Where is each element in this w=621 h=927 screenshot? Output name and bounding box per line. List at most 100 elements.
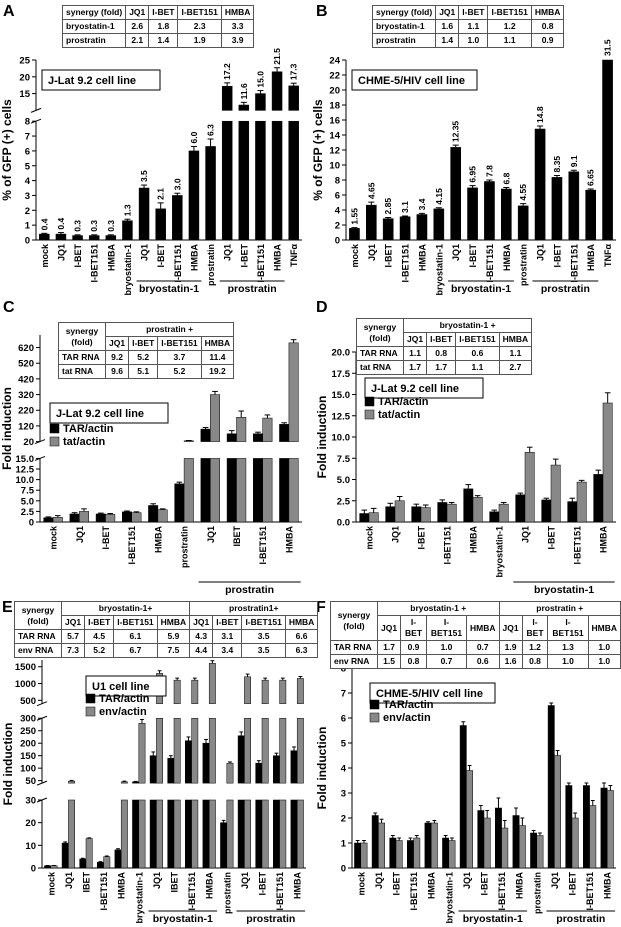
bar-segment <box>407 840 414 869</box>
axis-break <box>36 715 48 721</box>
bar-segment <box>378 822 385 869</box>
y-tick-label: 2.5 <box>337 496 351 507</box>
table-cell: 1.0 <box>458 33 489 48</box>
bar <box>463 488 474 523</box>
bar-segment <box>95 513 106 523</box>
table-header-row: synergy (fold) bryostatin-1 + <box>356 318 533 347</box>
bar-segment <box>279 679 287 704</box>
bar <box>550 464 561 523</box>
legend-label: TAR/actin <box>63 423 114 435</box>
bar <box>547 705 555 869</box>
table-column-header: HMBA <box>498 332 533 347</box>
bar <box>69 513 80 523</box>
x-tick-label: I-BET151 <box>401 244 411 283</box>
bar <box>430 822 438 869</box>
y-tick-label: 8 <box>25 117 30 128</box>
bar-segment <box>132 799 140 869</box>
bar-segment <box>536 835 544 869</box>
bar <box>416 214 428 241</box>
synergy-table: synergy (fold) bryostatin-1 + prostratin +… <box>330 601 621 669</box>
bar-segment <box>583 785 590 869</box>
table-cell: 6.3 <box>284 643 319 658</box>
x-tick-label: HMBA <box>586 244 596 271</box>
axis-break <box>34 439 46 445</box>
table-cell: 5.1 <box>128 364 159 379</box>
y-tick-label: 10.0 <box>16 475 35 486</box>
x-tick-label: prostratin <box>222 872 232 914</box>
table-column-header: JQ1 <box>125 5 150 20</box>
table-row-label: tat RNA <box>58 364 106 379</box>
bar-segment <box>173 717 181 784</box>
bar <box>484 181 495 241</box>
legend-label: tat/actin <box>63 436 105 448</box>
y-axis-label: Fold induction <box>315 396 329 479</box>
bar <box>95 513 106 523</box>
value-label: 0.3 <box>89 220 99 232</box>
bar-segment <box>467 187 478 241</box>
table-column-header: I-BET <box>458 5 489 20</box>
x-tick-label: JQ1 <box>536 244 546 261</box>
y-tick-label: 6 <box>341 714 346 725</box>
table-column-header: JQ1 <box>402 332 428 347</box>
axis-break <box>36 797 48 803</box>
table-cell: 1.4 <box>435 33 460 48</box>
bar-segment <box>61 842 69 869</box>
x-tick-label: HMBA <box>427 872 437 899</box>
bar-segment <box>236 458 247 523</box>
x-tick-label: HMBA <box>502 244 512 271</box>
y-tick-label: 300 <box>20 714 36 725</box>
x-tick-label: HMBA <box>417 244 427 271</box>
bar <box>450 147 461 241</box>
value-label: 6.95 <box>468 166 478 183</box>
table-cell: 7.5 <box>156 643 191 658</box>
bar-segment <box>173 799 181 869</box>
y-tick-label: 7 <box>341 689 346 700</box>
bar-segment <box>237 735 245 784</box>
bar-segment <box>271 120 283 241</box>
group-label: prostratin <box>246 913 295 925</box>
bar-segment <box>173 679 181 704</box>
chart-title: J-Lat 9.2 cell line <box>48 75 136 87</box>
group-label: prostratin <box>556 913 605 925</box>
group-label: bryostatin-1 <box>451 283 511 295</box>
bar-segment <box>394 500 405 523</box>
bar-segment <box>389 837 397 869</box>
table-row-label: TAR RNA <box>330 640 378 655</box>
bar <box>366 204 377 241</box>
table-cell: 0.7 <box>466 640 500 655</box>
table-column-header: JQ1 <box>189 615 214 630</box>
bar <box>459 725 467 869</box>
x-tick-label: TNFα <box>603 244 613 267</box>
y-axis-label: % of GFP (+) cells <box>311 99 325 201</box>
bar-segment <box>518 825 526 869</box>
y-tick-label: 0 <box>335 236 340 247</box>
bar-segment <box>208 799 216 869</box>
bar-segment <box>237 799 245 869</box>
y-tick-label: 1500 <box>15 662 36 673</box>
bar-segment <box>79 858 87 869</box>
y-tick-label: 7.5 <box>21 486 35 497</box>
bar-segment <box>442 837 450 869</box>
table-row-label: TAR RNA <box>58 350 106 365</box>
bar-segment <box>296 717 304 784</box>
bar <box>394 500 405 523</box>
x-tick-label: JQ1 <box>75 526 85 543</box>
bar <box>524 452 535 523</box>
value-label: 0.3 <box>106 220 116 232</box>
bar-segment <box>606 790 614 869</box>
y-tick-label: 15.0 <box>332 390 351 401</box>
bar-segment <box>120 799 128 869</box>
bar-segment <box>262 458 273 523</box>
legend-swatch <box>49 436 60 447</box>
bar <box>157 509 168 523</box>
bar <box>413 837 421 869</box>
bar <box>433 208 445 241</box>
bar <box>236 417 247 523</box>
table-group-header: prostratin + <box>104 322 235 337</box>
bar <box>466 770 473 869</box>
table-row-label: TAR RNA <box>356 346 404 361</box>
bar-segment <box>43 517 54 523</box>
value-label: 4.65 <box>366 182 376 199</box>
x-tick-label: I-BET151 <box>409 872 419 911</box>
